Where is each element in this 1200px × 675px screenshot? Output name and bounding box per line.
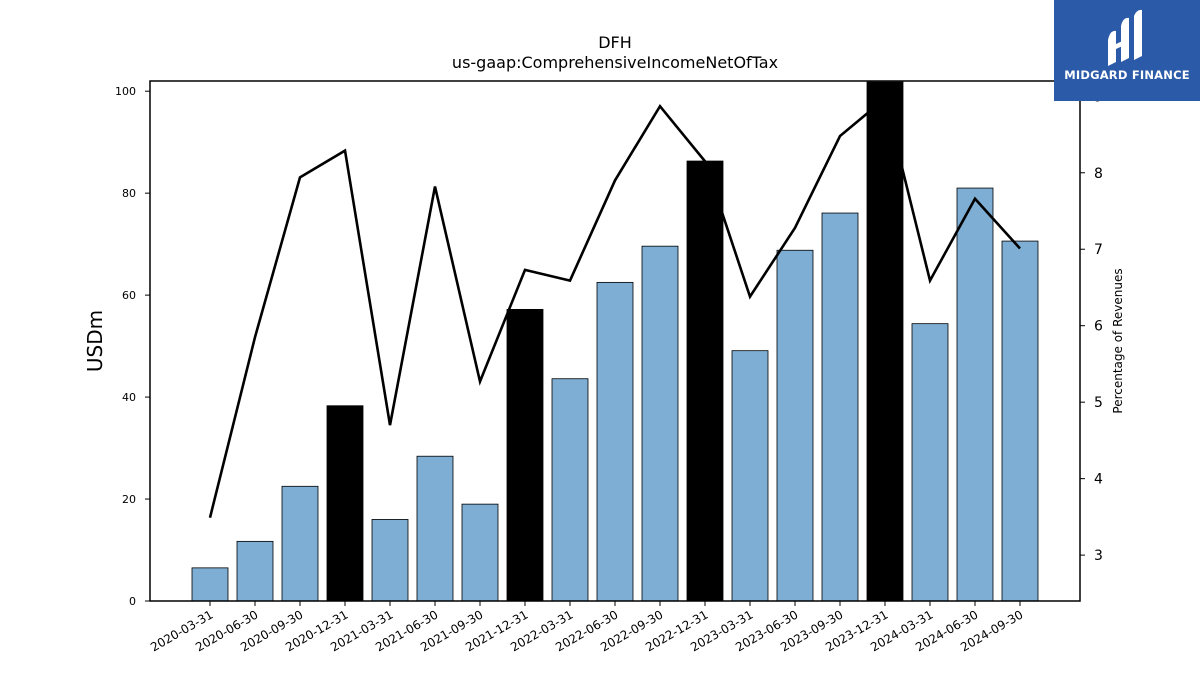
- bar-2024-03-31: [911, 323, 949, 602]
- y2-tick-label: 8: [1094, 166, 1103, 182]
- logo-text: MIDGARD FINANCE: [1064, 68, 1190, 82]
- y-tick-label: 60: [122, 289, 136, 302]
- y2-tick-label: 7: [1094, 242, 1103, 258]
- y-tick-label: 40: [122, 391, 136, 404]
- bar-2022-03-31: [551, 378, 589, 602]
- bar-2022-06-30: [596, 281, 634, 602]
- bar-2021-06-30: [416, 455, 454, 602]
- bar-2023-06-30: [776, 249, 814, 602]
- line-series-percentage: [208, 96, 1021, 518]
- bar-2024-06-30: [956, 187, 994, 602]
- bar-2020-03-31: [191, 567, 229, 602]
- bar-2020-12-31: [326, 405, 364, 602]
- bar-2021-12-31: [506, 308, 544, 602]
- bar-2020-09-30: [281, 485, 319, 602]
- y-tick-label: 100: [115, 85, 136, 98]
- line-layer: [208, 96, 1021, 518]
- y2-tick-label: 3: [1094, 548, 1103, 564]
- bar-2022-09-30: [641, 245, 679, 602]
- y-tick-label: 20: [122, 493, 136, 506]
- bar-2021-03-31: [371, 519, 409, 602]
- x-axis: 2020-03-312020-06-302020-09-302020-12-31…: [148, 601, 1026, 654]
- midgard-logo-icon: [1108, 9, 1142, 66]
- midgard-finance-logo: MIDGARD FINANCE: [1054, 0, 1200, 101]
- y-axis-label: USDm: [83, 310, 107, 372]
- bar-2023-03-31: [731, 350, 769, 602]
- chart-subtitle: us-gaap:ComprehensiveIncomeNetOfTax: [452, 53, 778, 72]
- bar-2023-09-30: [821, 212, 859, 602]
- y2-tick-label: 5: [1094, 395, 1103, 411]
- chart-title: DFH: [598, 33, 632, 52]
- y2-tick-label: 6: [1094, 319, 1103, 335]
- bars-layer: [191, 81, 1039, 602]
- bar-2024-09-30: [1001, 240, 1039, 602]
- bar-2020-06-30: [236, 540, 274, 602]
- y-tick-label: 0: [129, 595, 136, 608]
- bar-2021-09-30: [461, 503, 499, 602]
- bar-2022-12-31: [686, 160, 724, 602]
- y-axis-left: 0 20 40 60 80 100: [115, 85, 150, 608]
- bar-2023-12-31: [866, 81, 904, 602]
- y-tick-label: 80: [122, 187, 136, 200]
- y-axis-right: 3456789: [1080, 89, 1103, 564]
- y2-axis-label: Percentage of Revenues: [1111, 268, 1125, 413]
- y2-tick-label: 4: [1094, 472, 1103, 488]
